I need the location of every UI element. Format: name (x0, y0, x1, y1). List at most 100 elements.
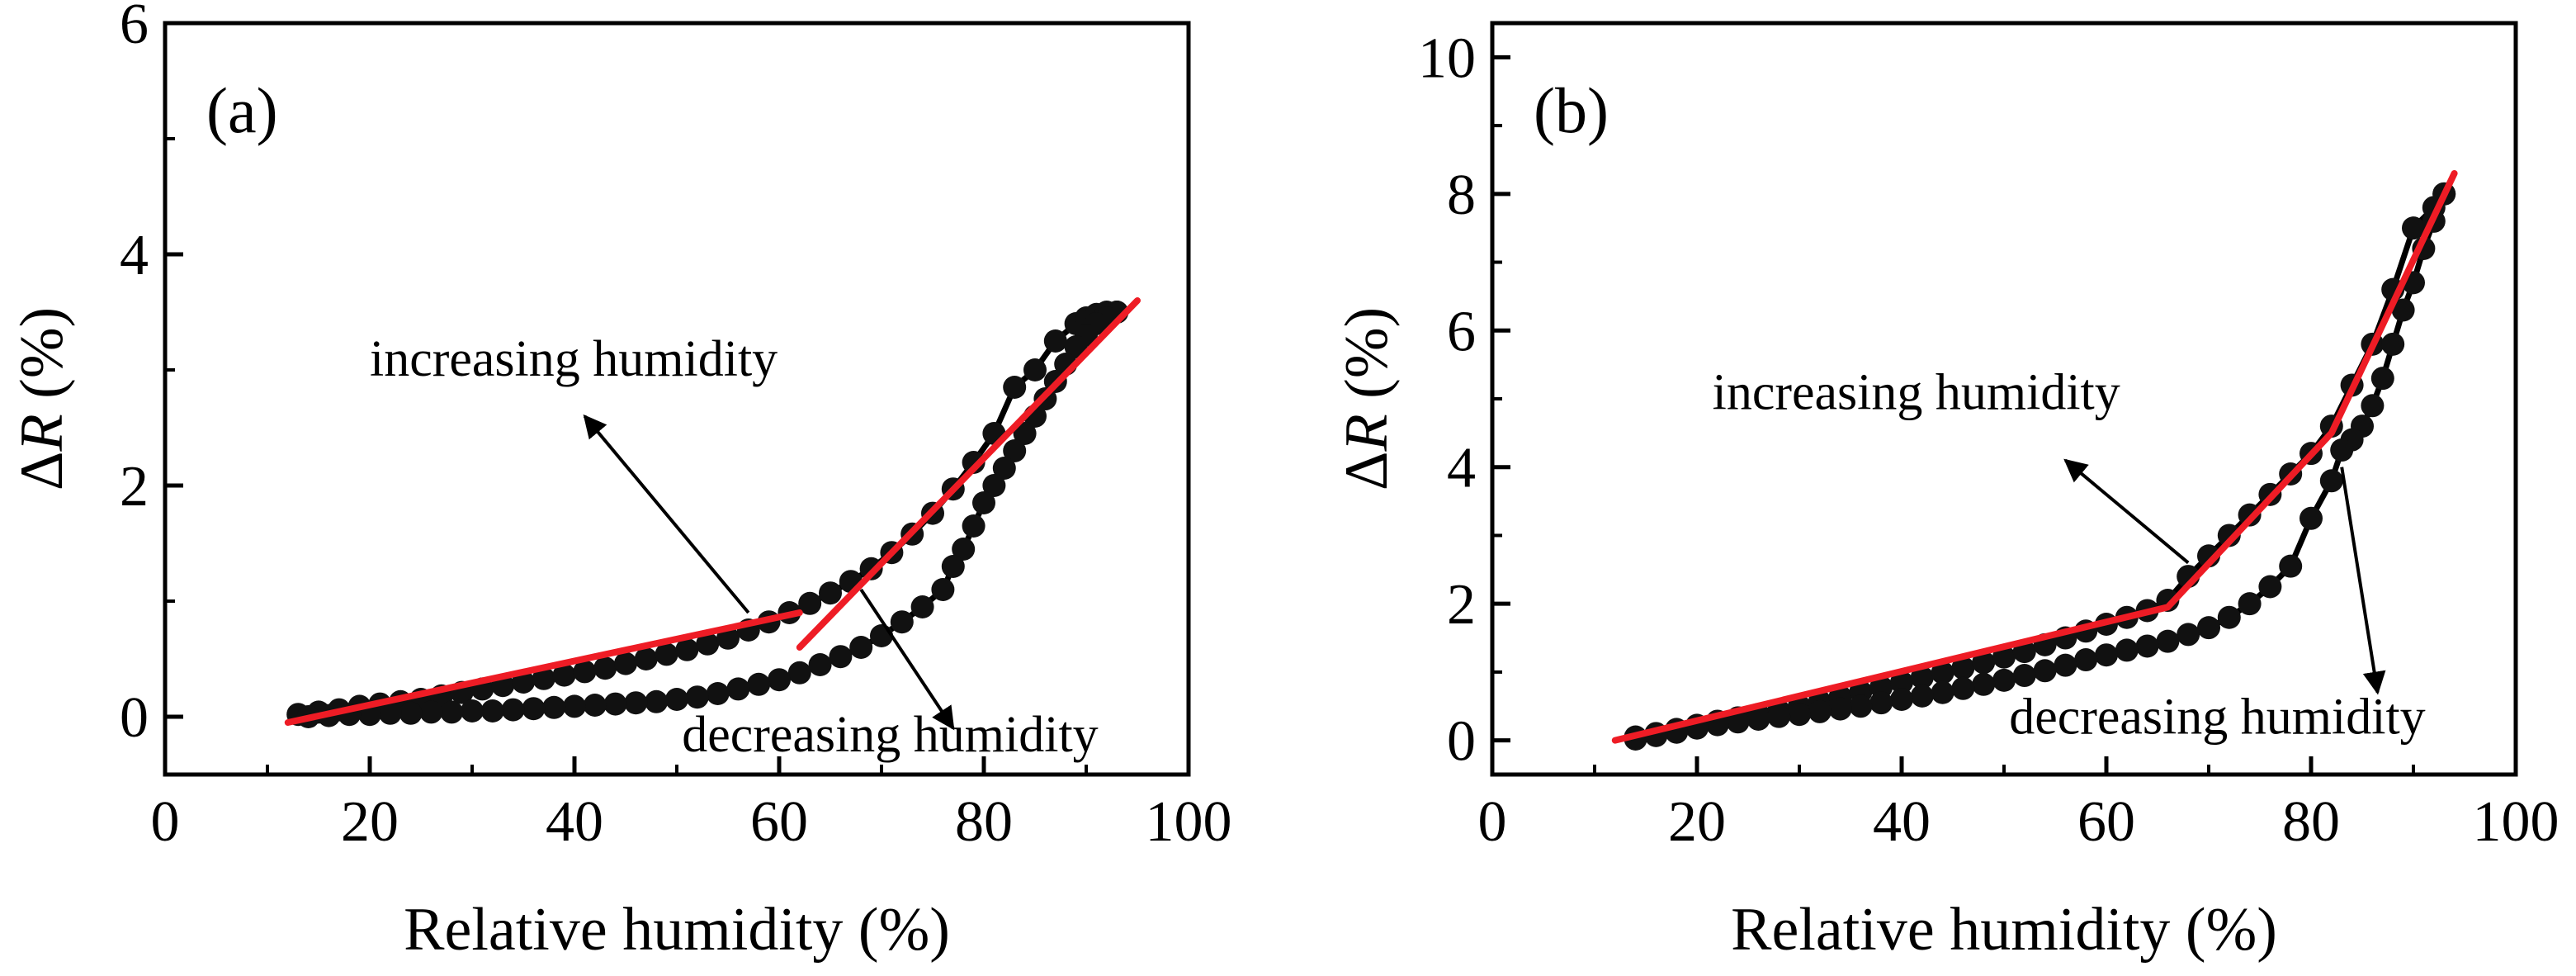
annotation-arrow (2063, 458, 2190, 565)
series-decreasing-point (1951, 676, 1975, 700)
panel-a: 0 20 40 60 80 100 0 2 4 6 (a) increasing humidit… (8, 0, 1232, 964)
series-decreasing-point (522, 697, 546, 721)
annotation-decreasing: decreasing humidity (2009, 689, 2425, 745)
x-tick-label: 100 (2473, 790, 2559, 854)
series-increasing-point (2402, 216, 2425, 240)
series-decreasing-point (1788, 703, 1811, 727)
y-axis-label-unit: (%) (1333, 307, 1401, 414)
y-axis-label-delta: Δ (8, 452, 76, 491)
fit-line (284, 609, 803, 726)
series-decreasing-point (2135, 634, 2159, 658)
y-axis-label-var: R (1333, 414, 1401, 452)
y-tick-label: 8 (1447, 163, 1476, 227)
annotation-increasing: increasing humidity (1713, 364, 2120, 420)
series-increasing-point (819, 581, 842, 605)
series-decreasing-point (1064, 335, 1088, 358)
major-ticks (163, 21, 1191, 775)
series-decreasing-point (583, 694, 607, 717)
y-tick-label: 4 (1447, 437, 1476, 500)
series-decreasing-point (645, 689, 669, 713)
fit-lines (284, 297, 1141, 726)
series-decreasing-point (2217, 605, 2241, 629)
series-decreasing-point (1828, 697, 1852, 721)
series-decreasing-point (982, 474, 1006, 497)
series-decreasing-point (2197, 616, 2220, 640)
series-increasing-point (2217, 524, 2241, 547)
series-decreasing-point (440, 700, 464, 724)
x-axis-label: Relative humidity (%) (404, 896, 950, 964)
series-decreasing-point (747, 672, 771, 696)
series-decreasing-point (768, 668, 791, 692)
series-decreasing-point (2391, 298, 2415, 322)
series-increasing-point (532, 666, 555, 690)
series-increasing-point (675, 637, 699, 661)
series-increasing-point (655, 642, 678, 666)
series-decreasing-point (962, 514, 985, 538)
series-decreasing-point (1003, 439, 1027, 462)
y-tick-label: 2 (120, 455, 149, 519)
arrows (2063, 458, 2386, 695)
series-decreasing-point (2177, 623, 2200, 647)
series-decreasing-point (972, 491, 995, 514)
series-decreasing-point (808, 653, 832, 676)
series-decreasing-point (2115, 638, 2139, 662)
series-decreasing-point (2381, 332, 2405, 356)
x-tick-label: 60 (750, 790, 808, 854)
x-tick-labels: 0 20 40 60 80 100 (1478, 790, 2559, 854)
y-tick-label: 2 (1447, 573, 1476, 637)
series-increasing-point (798, 591, 822, 615)
series-decreasing-point (480, 699, 504, 723)
series-decreasing-point (378, 701, 402, 725)
series-increasing-line (1635, 192, 2447, 740)
x-tick-label: 20 (1668, 790, 1726, 854)
y-axis-label: ΔR (%) (8, 307, 76, 490)
series-decreasing-point (461, 699, 484, 723)
series-decreasing-point (685, 685, 709, 709)
x-tick-label: 100 (1146, 790, 1232, 854)
fit-lines (1611, 170, 2458, 744)
y-axis-label-delta: Δ (1333, 452, 1401, 491)
annotation-arrow (859, 588, 955, 731)
y-tick-labels: 0 2 4 6 8 10 (1418, 26, 1476, 773)
x-tick-label: 20 (341, 790, 399, 854)
series-decreasing-point (1808, 699, 1832, 723)
series-decreasing-point (2095, 643, 2118, 667)
series-decreasing-point (2279, 554, 2303, 578)
series-decreasing-point (890, 610, 914, 634)
panel-label: (b) (1534, 74, 1609, 146)
series-decreasing-point (941, 555, 965, 578)
series-increasing-point (696, 632, 720, 656)
series-decreasing-point (992, 457, 1016, 480)
series-decreasing-point (931, 578, 955, 601)
series-decreasing-point (726, 677, 750, 701)
annotation-decreasing: decreasing humidity (682, 707, 1098, 763)
series-decreasing-point (2238, 592, 2262, 616)
series-decreasing-point (624, 691, 648, 715)
series-decreasing-line (1635, 192, 2447, 742)
series-decreasing-point (2054, 653, 2077, 677)
series-increasing-point (634, 647, 658, 670)
fit-line (796, 297, 1141, 651)
arrows (583, 414, 955, 731)
series-increasing-point (593, 656, 617, 680)
series-increasing-point (1931, 661, 1954, 685)
series-decreasing-point (1013, 422, 1037, 445)
series-lines (1624, 182, 2456, 751)
series-increasing-point (573, 660, 597, 684)
series-decreasing-point (787, 661, 811, 685)
series-increasing-point (1951, 656, 1975, 680)
series-decreasing-point (2330, 438, 2354, 462)
series-increasing-point (1023, 358, 1047, 381)
annotation-arrow (2340, 467, 2386, 695)
series-decreasing-point (603, 692, 627, 716)
series-decreasing-point (2012, 664, 2036, 688)
series-decreasing-point (1931, 680, 1954, 704)
y-tick-label: 0 (120, 686, 149, 750)
series-increasing-point (1003, 376, 1027, 399)
y-tick-label: 6 (120, 0, 149, 56)
series-decreasing-point (419, 700, 443, 724)
x-tick-label: 0 (151, 790, 180, 854)
x-tick-label: 60 (2077, 790, 2135, 854)
fit-line (1611, 170, 2458, 744)
